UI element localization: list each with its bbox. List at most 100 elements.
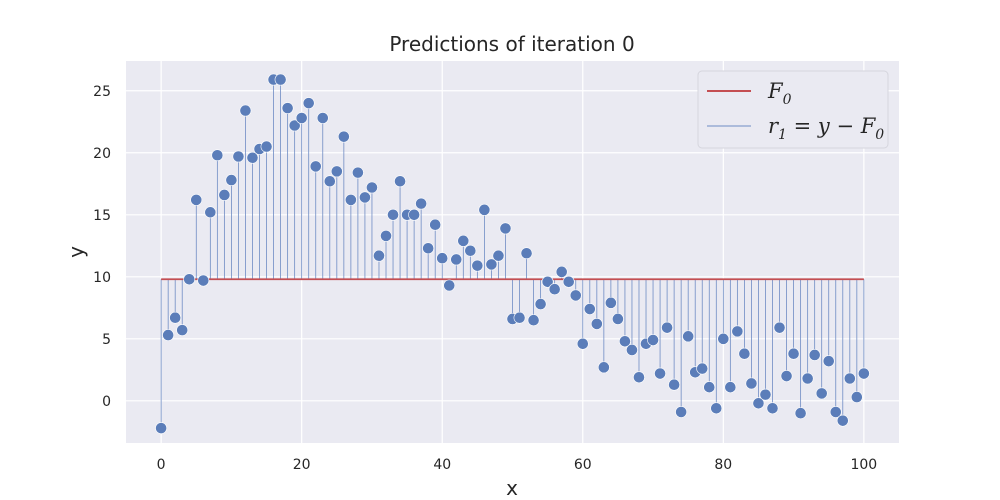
- y-tick-label: 0: [102, 394, 111, 410]
- data-point: [387, 208, 399, 221]
- data-point: [850, 391, 863, 404]
- data-point: [534, 298, 547, 310]
- data-point: [274, 73, 287, 86]
- data-point: [429, 218, 442, 231]
- data-point: [787, 347, 800, 360]
- data-point: [295, 112, 308, 124]
- data-point: [183, 273, 196, 286]
- data-point: [836, 414, 849, 427]
- data-point: [583, 303, 596, 315]
- data-point: [218, 189, 231, 201]
- data-point: [443, 279, 456, 292]
- data-point: [513, 311, 526, 324]
- data-point: [815, 387, 828, 400]
- data-point: [780, 370, 793, 382]
- data-point: [415, 197, 428, 210]
- data-point: [541, 275, 554, 288]
- data-point: [197, 274, 210, 287]
- data-point: [499, 222, 512, 235]
- data-point: [703, 381, 716, 394]
- data-point: [330, 165, 343, 178]
- data-point: [724, 381, 737, 394]
- data-point: [590, 318, 603, 330]
- data-point: [829, 406, 842, 418]
- data-points: [155, 73, 870, 435]
- chart-title: Predictions of iteration 0: [389, 32, 634, 56]
- legend: F0 r1 = y − F0: [697, 70, 889, 149]
- data-point: [351, 166, 364, 179]
- data-point: [436, 252, 449, 265]
- data-point: [801, 372, 814, 385]
- data-point: [211, 149, 224, 162]
- data-point: [668, 378, 681, 391]
- data-point: [626, 344, 638, 356]
- data-point: [562, 275, 575, 288]
- data-point: [190, 194, 203, 206]
- data-point: [239, 104, 252, 117]
- data-point: [408, 208, 421, 221]
- data-point: [548, 283, 561, 296]
- y-tick-label: 25: [93, 84, 111, 100]
- data-point: [337, 130, 350, 143]
- data-point: [527, 314, 540, 327]
- legend-label-r1: r1 = y − F0: [768, 114, 884, 143]
- data-point: [759, 388, 772, 401]
- data-point: [654, 367, 666, 380]
- data-point: [485, 258, 498, 271]
- data-point: [169, 311, 182, 324]
- data-point: [471, 259, 484, 272]
- data-point: [555, 265, 568, 278]
- data-point: [794, 407, 807, 420]
- data-point: [647, 334, 659, 346]
- x-tick-label: 80: [714, 457, 732, 473]
- data-point: [717, 332, 730, 345]
- data-point: [520, 247, 533, 260]
- x-tick-labels: 0 20 40 60 80 100: [157, 457, 878, 473]
- data-point: [225, 174, 238, 186]
- y-tick-label: 5: [102, 332, 111, 348]
- data-point: [710, 402, 723, 415]
- data-point: [696, 362, 709, 375]
- data-point: [822, 355, 835, 368]
- x-tick-label: 40: [433, 457, 451, 473]
- data-point: [281, 102, 294, 115]
- data-point: [612, 313, 624, 325]
- data-point: [738, 347, 751, 360]
- data-point: [682, 330, 695, 343]
- data-point: [380, 229, 392, 242]
- x-tick-label: 60: [574, 457, 592, 473]
- data-point: [373, 249, 385, 262]
- x-tick-label: 100: [850, 457, 877, 473]
- data-point: [661, 321, 673, 334]
- data-point: [246, 151, 259, 164]
- residual-stems: [160, 79, 865, 429]
- data-point: [752, 397, 765, 410]
- data-point: [731, 325, 744, 338]
- y-tick-label: 15: [93, 208, 111, 224]
- data-point: [323, 175, 336, 188]
- data-point: [597, 361, 610, 374]
- data-point: [773, 321, 786, 334]
- data-point: [604, 296, 617, 309]
- data-point: [619, 335, 631, 348]
- data-point: [492, 249, 505, 262]
- data-point: [309, 160, 322, 173]
- data-point: [633, 371, 645, 384]
- data-point: [344, 194, 357, 206]
- data-point: [204, 206, 217, 219]
- data-point: [422, 242, 435, 255]
- data-point: [162, 329, 175, 341]
- data-point: [478, 203, 491, 216]
- data-point: [316, 112, 329, 124]
- data-point: [394, 175, 406, 188]
- data-point: [366, 181, 378, 194]
- data-point: [302, 97, 315, 110]
- x-tick-label: 0: [157, 457, 166, 473]
- legend-label-F0: F0: [767, 79, 792, 108]
- y-tick-label: 10: [93, 270, 111, 286]
- data-point: [359, 191, 371, 204]
- data-point: [843, 372, 856, 385]
- data-point: [569, 289, 582, 302]
- data-point: [745, 377, 758, 390]
- data-point: [464, 244, 477, 257]
